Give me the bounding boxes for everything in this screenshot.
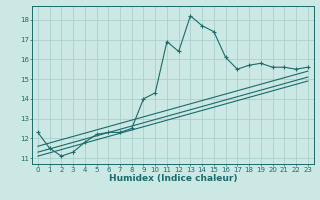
X-axis label: Humidex (Indice chaleur): Humidex (Indice chaleur) (108, 174, 237, 183)
